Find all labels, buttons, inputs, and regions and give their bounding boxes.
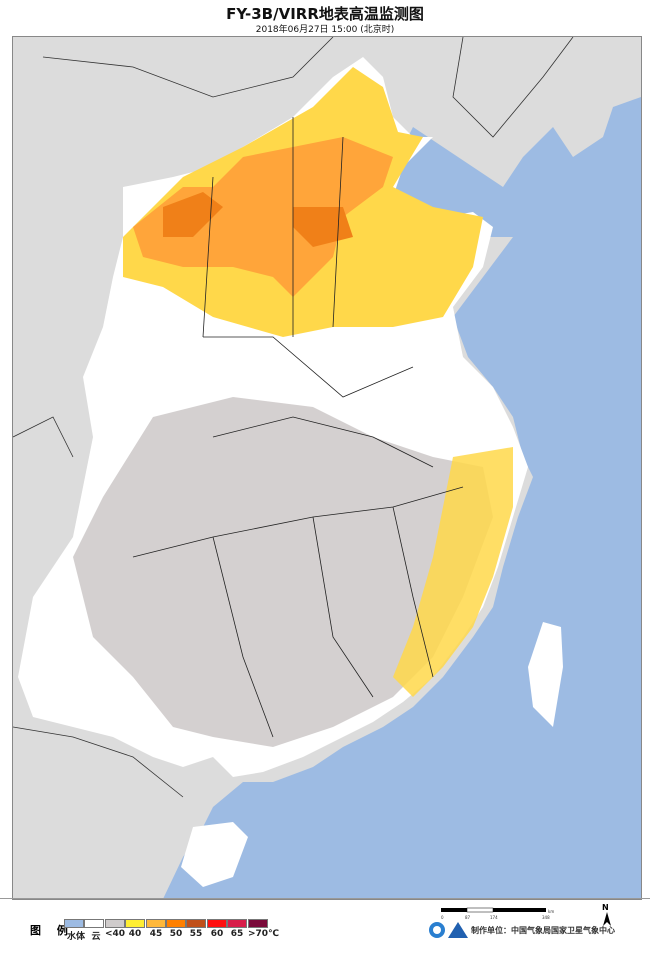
- hainan: [181, 822, 248, 887]
- province-borders: [132, 117, 464, 738]
- map-area: [12, 36, 642, 900]
- legend-swatch-lt40: [105, 919, 125, 928]
- map-subtitle: 2018年06月27日 15:00 (北京时): [255, 25, 395, 35]
- legend-label-water: 水体: [66, 932, 85, 942]
- legend-label: 45: [149, 929, 163, 939]
- legend-swatch-60: [207, 919, 227, 928]
- hot-area-45: [133, 137, 393, 297]
- cloud-free-low-temp-area: [73, 397, 493, 747]
- legend-label: <40: [104, 929, 126, 939]
- legend-swatch-cloud: [84, 919, 104, 928]
- legend-swatch-45: [146, 919, 166, 928]
- scale-bar: [441, 907, 546, 913]
- map-title: FY-3B/VIRR地表高温监测图: [226, 5, 424, 23]
- hot-area-southeast: [393, 447, 513, 697]
- north-label: N: [602, 903, 609, 912]
- scale-label: 87: [465, 915, 471, 920]
- legend-label-cloud: 云: [91, 932, 101, 942]
- legend-label: 65: [230, 929, 244, 939]
- scale-label: 0: [441, 915, 444, 920]
- legend-swatch-40: [125, 919, 145, 928]
- scale-label: 174: [490, 915, 498, 920]
- agency-logos-icon: [429, 922, 468, 938]
- legend-label: 55: [189, 929, 203, 939]
- legend-swatch-55: [186, 919, 206, 928]
- scale-unit: km: [548, 909, 555, 914]
- legend-title: 图 例: [30, 924, 74, 937]
- legend-swatch-50: [166, 919, 186, 928]
- taiwan: [528, 622, 563, 727]
- legend-label: 60: [210, 929, 224, 939]
- legend-swatch-water: [64, 919, 84, 928]
- legend-swatch-gt70: [248, 919, 268, 928]
- legend-label: 50: [169, 929, 183, 939]
- legend-swatch-65: [227, 919, 247, 928]
- producer-credit: 制作单位：中国气象局国家卫星气象中心: [471, 926, 615, 935]
- legend-panel: [0, 898, 650, 953]
- country-borders: [13, 37, 574, 798]
- north-arrow-icon: N: [602, 903, 612, 928]
- sea: [163, 97, 641, 899]
- scale-label: 348: [542, 915, 550, 920]
- legend-label: >70℃: [248, 929, 279, 939]
- legend-label: 40: [128, 929, 142, 939]
- hot-area-50: [163, 192, 353, 247]
